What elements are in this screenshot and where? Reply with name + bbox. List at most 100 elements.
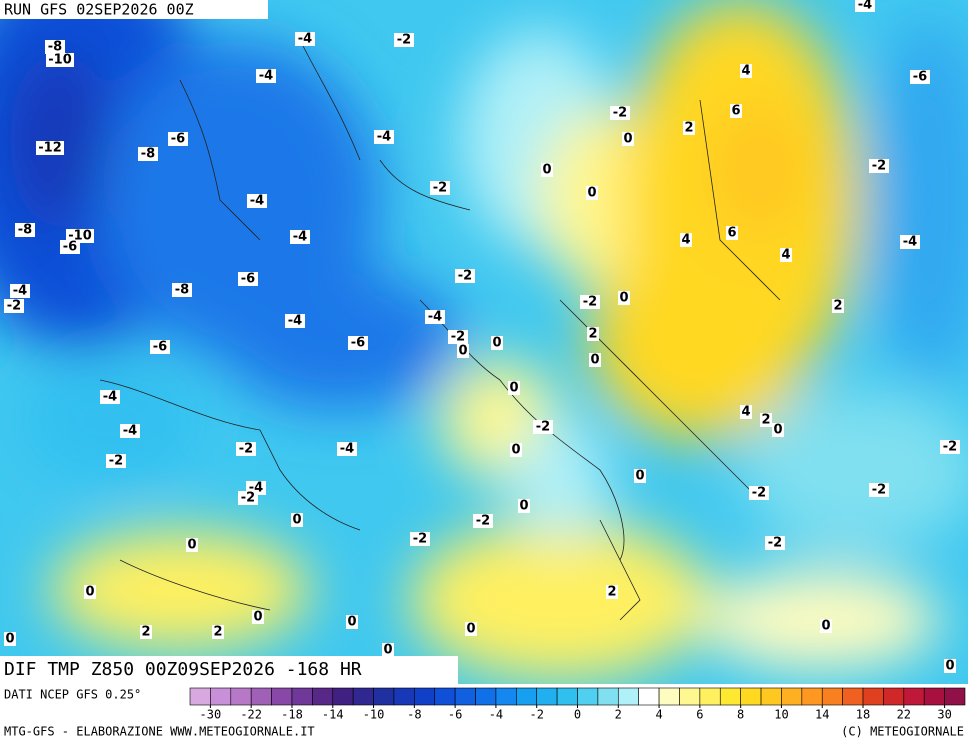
contour-label-box (455, 269, 475, 283)
colorbar-tick-label: -10 (363, 708, 385, 722)
colorbar-tick-label: 30 (937, 708, 951, 722)
contour-label: -10 (48, 53, 72, 68)
colorbar-swatch (638, 687, 660, 706)
contour-label: -2 (872, 483, 886, 498)
contour-label-box (618, 291, 630, 305)
contour-label: 2 (213, 625, 222, 640)
colorbar-tick-label: -2 (529, 708, 543, 722)
contour-label: 2 (607, 585, 616, 600)
copyright-text: (C) METEOGIORNALE (841, 725, 964, 739)
contour-label: 2 (588, 327, 597, 342)
colorbar-tick-label: -6 (448, 708, 462, 722)
contour-label: -2 (7, 299, 21, 314)
contour-label: -6 (63, 240, 77, 255)
contour-label-box (138, 147, 158, 161)
colorbar-swatch (393, 687, 415, 706)
credit-text: MTG-GFS - ELABORAZIONE WWW.METEOGIORNALE… (4, 725, 315, 739)
contour-label: -6 (913, 70, 927, 85)
contour-label-box (346, 615, 358, 629)
colorbar-swatch (312, 687, 334, 706)
contour-label-box (586, 186, 598, 200)
contour-label: -4 (13, 284, 27, 299)
colorbar-swatch (862, 687, 884, 706)
colorbar-swatch (719, 687, 741, 706)
colorbar-swatch (373, 687, 395, 706)
contour-label: 4 (741, 405, 750, 420)
contour-label-box (726, 226, 738, 240)
contour-label: -2 (239, 442, 253, 457)
contour-label: -2 (458, 269, 472, 284)
contour-label: -2 (476, 514, 490, 529)
contour-labels: -8-10-12 -8-6-4-4 -2-4-4-4-8 -10-6-6-8-4-6-… (4, 0, 960, 674)
contour-label: -4 (858, 0, 872, 13)
contour-label: -2 (109, 454, 123, 469)
contour-label-box (425, 310, 445, 324)
colorbar-swatch (516, 687, 538, 706)
contour-label-box (430, 181, 450, 195)
contour-label-box (900, 235, 920, 249)
contour-label: 0 (5, 632, 14, 647)
contour-label: -4 (428, 310, 442, 325)
run-text: RUN GFS 02SEP2026 00Z (4, 1, 194, 19)
contour-label: -2 (768, 536, 782, 551)
contour-label-box (106, 454, 126, 468)
colorbar-tick-label: 14 (815, 708, 829, 722)
contour-label: 0 (542, 163, 551, 178)
contour-label: 0 (619, 291, 628, 306)
contour-label: -4 (250, 194, 264, 209)
contour-label-box (348, 336, 368, 350)
contour-label-box (256, 69, 276, 83)
contour-label: 0 (519, 499, 528, 514)
contour-label-box (749, 486, 769, 500)
contour-label: 0 (253, 610, 262, 625)
contour-label: 0 (383, 643, 392, 658)
colorbar-swatch (189, 687, 211, 706)
contour-label: -2 (413, 532, 427, 547)
contour-label-box (869, 159, 889, 173)
contour-label: 4 (781, 248, 790, 263)
contour-label-box (760, 413, 772, 427)
contour-label: -6 (171, 132, 185, 147)
contour-label-box (465, 622, 477, 636)
contour-label-box (820, 619, 832, 633)
contour-label-box (4, 632, 16, 646)
contour-label: -10 (68, 229, 92, 244)
contour-label-box (394, 33, 414, 47)
contour-label: -2 (397, 33, 411, 48)
contour-label-box (510, 443, 522, 457)
contour-label-box (680, 233, 692, 247)
contour-label-box (15, 223, 35, 237)
contour-label: -8 (18, 223, 32, 238)
map-field (0, 0, 968, 684)
contour-label: 0 (773, 423, 782, 438)
contour-label-box (622, 132, 634, 146)
contour-label: 0 (945, 659, 954, 674)
contour-label: -2 (241, 491, 255, 506)
source-text: DATI NCEP GFS 0.25° (4, 688, 141, 702)
contour-label-box (10, 284, 30, 298)
contour-label-box (290, 230, 310, 244)
colorbar-swatch (454, 687, 476, 706)
colorbar-swatch (923, 687, 945, 706)
colorbar-tick-label: 2 (615, 708, 622, 722)
map-title: DIF TMP Z850 00Z09SEP2026 -168 HR (4, 659, 362, 680)
contour-label: 0 (635, 469, 644, 484)
colorbar-swatch (842, 687, 864, 706)
colorbar-swatch (434, 687, 456, 706)
colorbar: -30 -22 -18 -14 -10 -8 -6 -4 -2 0 2 4 6 8 10 14 18 22 30 (189, 687, 966, 722)
contour-label-box (491, 336, 503, 350)
contour-label: -2 (433, 181, 447, 196)
colorbar-swatch (495, 687, 517, 706)
contour-label-box (100, 390, 120, 404)
contour-label-box (46, 53, 74, 67)
colorbar-swatch (475, 687, 497, 706)
run-box (0, 0, 268, 19)
colorbar-swatch (699, 687, 721, 706)
contour-label-box (473, 514, 493, 528)
contour-label: -4 (103, 390, 117, 405)
contour-label: -4 (903, 235, 917, 250)
contour-label: 0 (466, 622, 475, 637)
contour-label: -4 (293, 230, 307, 245)
contour-label: 2 (761, 413, 770, 428)
